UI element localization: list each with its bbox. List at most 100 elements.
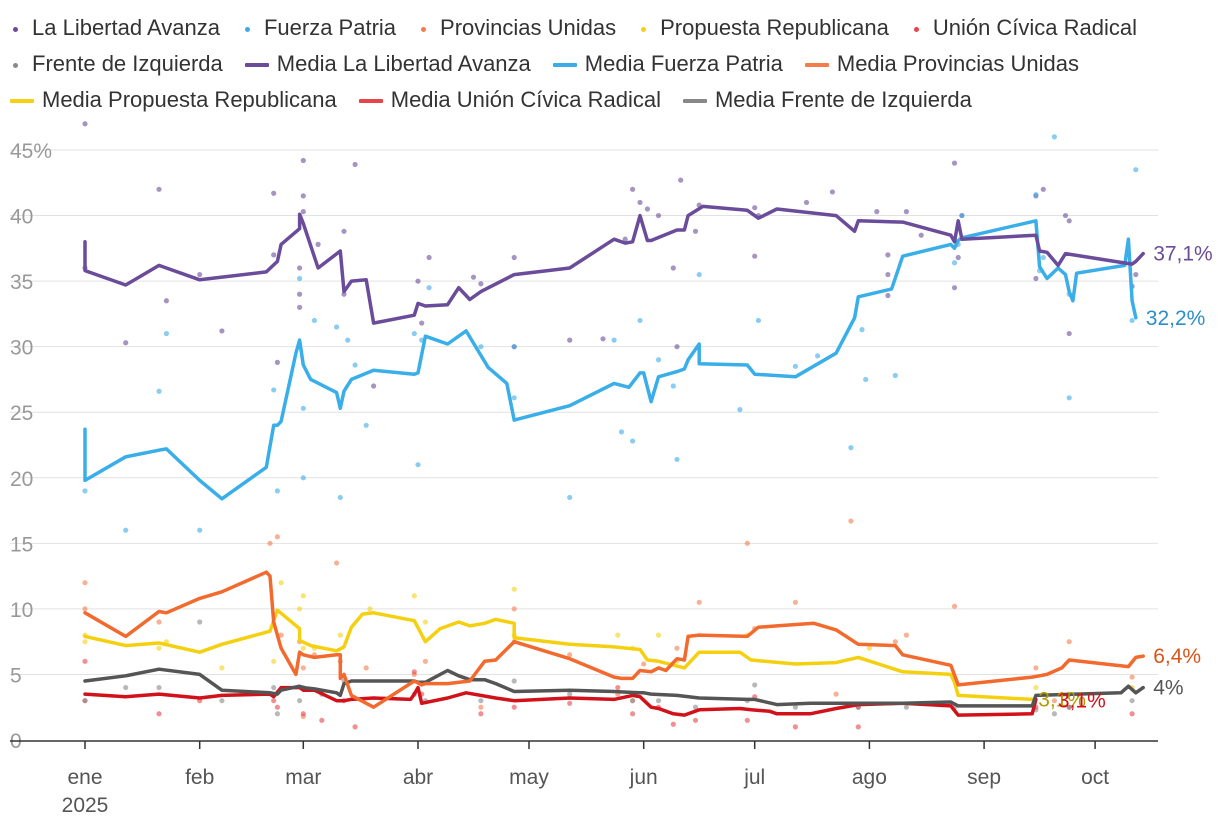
end-labels: 37,1% 32,2% 6,4% 3,1%3,1% 4% [1038, 243, 1213, 713]
poll-point [297, 698, 303, 704]
legend-item-dots-5: Frente de Izquierda [10, 46, 223, 82]
poll-point [1129, 317, 1135, 324]
poll-point [567, 337, 573, 343]
poll-point [271, 698, 277, 704]
poll-point [341, 291, 347, 297]
poll-point [156, 388, 162, 394]
poll-point [1129, 711, 1135, 717]
y-tick-label: 45% [10, 140, 52, 163]
poll-point [511, 344, 517, 350]
poll-point [855, 724, 861, 730]
poll-point [1133, 167, 1139, 173]
poll-point [1066, 704, 1072, 710]
poll-point [655, 698, 662, 704]
x-tick-label: oct [1081, 766, 1109, 789]
poll-point [274, 711, 280, 717]
poll-point [163, 330, 169, 337]
poll-point [156, 711, 162, 717]
x-tick-label: ene [67, 766, 102, 789]
poll-point [197, 271, 203, 278]
poll-point [274, 488, 280, 494]
poll-point [422, 619, 428, 625]
poll-point [1051, 711, 1057, 717]
y-tick-label: 10 [10, 599, 33, 622]
legend-label: Media La Libertad Avanza [276, 51, 531, 76]
poll-point [630, 698, 636, 704]
poll-point [655, 212, 662, 219]
mean-line [83, 570, 1145, 709]
poll-point [892, 639, 898, 645]
poll-point [951, 603, 958, 609]
poll-point [622, 236, 628, 242]
legend-label: Media Frente de Izquierda [714, 87, 972, 112]
poll-point [792, 599, 799, 605]
poll-point [678, 177, 684, 183]
poll-point [274, 534, 280, 540]
poll-point [903, 632, 910, 638]
poll-point [815, 353, 821, 359]
poll-point [352, 362, 358, 368]
poll-point [903, 704, 910, 710]
legend-line-marker [804, 63, 829, 68]
poll-point [674, 344, 680, 350]
poll-point [271, 190, 277, 196]
end-label: 32,2% [1146, 307, 1206, 330]
poll-point [219, 698, 225, 704]
poll-point [123, 527, 129, 533]
poll-point [567, 494, 573, 501]
poll-point [271, 684, 277, 691]
poll-point [300, 711, 306, 717]
poll-point [752, 205, 758, 211]
poll-point [670, 383, 676, 389]
poll-point [674, 456, 680, 463]
legend-item-dots-0: La Libertad Avanza [10, 10, 220, 46]
x-tick-label: abr [403, 766, 433, 789]
poll-point [271, 387, 277, 393]
poll-point [156, 684, 162, 691]
x-tick-label: mar [285, 766, 321, 789]
poll-point [82, 698, 88, 704]
x-tick-label: may [509, 766, 549, 789]
poll-point [630, 711, 636, 717]
poll-point [655, 357, 662, 363]
poll-point [411, 593, 417, 599]
poll-point [319, 717, 325, 723]
poll-point [833, 691, 839, 697]
poll-point [892, 372, 898, 379]
legend-item-mean-0: Media La Libertad Avanza [244, 46, 531, 82]
poll-point [1051, 698, 1057, 704]
poll-point [1133, 271, 1139, 278]
poll-point [271, 252, 277, 258]
poll-point [219, 665, 225, 671]
poll-point [478, 344, 484, 350]
poll-point [511, 704, 517, 710]
poll-point [955, 254, 961, 261]
legend-line-marker [10, 99, 34, 104]
x-tick-label: jun [629, 766, 658, 789]
poll-point [1051, 134, 1057, 140]
legend-label: Fuerza Patria [263, 15, 397, 40]
poll-point [219, 328, 225, 334]
poll-point [744, 717, 750, 723]
poll-point [1066, 218, 1072, 224]
poll-point [82, 658, 88, 664]
legend-dot-marker [13, 26, 18, 32]
poll-point [1129, 674, 1135, 680]
mean-line [83, 204, 1145, 325]
poll-point [752, 682, 758, 688]
legend-label: La Libertad Avanza [32, 15, 220, 40]
legend-dot-marker [244, 26, 250, 32]
poll-point [600, 336, 606, 342]
poll-point [363, 422, 369, 428]
poll-point [267, 540, 273, 546]
legend-label: Media Unión Cívica Radical [390, 87, 661, 112]
poll-point [1062, 212, 1069, 219]
legend-label: Provincias Unidas [440, 15, 617, 40]
y-tick-label: 40 [10, 206, 33, 229]
poll-point [274, 359, 280, 365]
legend-item-dots-3: Propuesta Republicana [638, 10, 889, 46]
legend-line-marker [682, 99, 707, 104]
poll-point [674, 645, 680, 651]
